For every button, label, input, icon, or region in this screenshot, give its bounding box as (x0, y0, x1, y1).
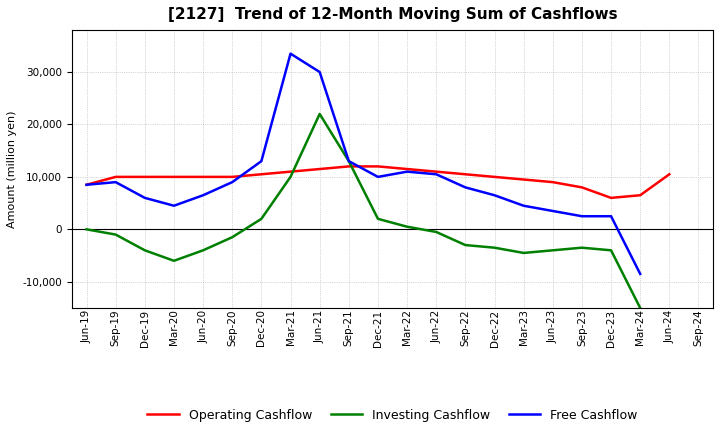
Operating Cashflow (665, 172, 674, 177)
Free Cashflow (432, 172, 441, 177)
Free Cashflow (577, 213, 586, 219)
Investing Cashflow (140, 248, 149, 253)
Operating Cashflow (577, 185, 586, 190)
Free Cashflow (170, 203, 179, 209)
Investing Cashflow (519, 250, 528, 256)
Free Cashflow (315, 70, 324, 75)
Free Cashflow (112, 180, 120, 185)
Operating Cashflow (344, 164, 353, 169)
Investing Cashflow (228, 235, 237, 240)
Free Cashflow (82, 182, 91, 187)
Free Cashflow (490, 193, 499, 198)
Line: Free Cashflow: Free Cashflow (86, 54, 640, 274)
Y-axis label: Amount (million yen): Amount (million yen) (7, 110, 17, 228)
Operating Cashflow (636, 193, 644, 198)
Investing Cashflow (170, 258, 179, 264)
Investing Cashflow (199, 248, 207, 253)
Operating Cashflow (315, 166, 324, 172)
Free Cashflow (140, 195, 149, 201)
Investing Cashflow (636, 305, 644, 311)
Free Cashflow (257, 158, 266, 164)
Line: Investing Cashflow: Investing Cashflow (86, 114, 640, 308)
Operating Cashflow (607, 195, 616, 201)
Operating Cashflow (112, 174, 120, 180)
Operating Cashflow (402, 166, 411, 172)
Operating Cashflow (287, 169, 295, 174)
Investing Cashflow (432, 229, 441, 235)
Investing Cashflow (577, 245, 586, 250)
Investing Cashflow (607, 248, 616, 253)
Operating Cashflow (140, 174, 149, 180)
Free Cashflow (461, 185, 469, 190)
Legend: Operating Cashflow, Investing Cashflow, Free Cashflow: Operating Cashflow, Investing Cashflow, … (143, 404, 642, 427)
Free Cashflow (228, 180, 237, 185)
Line: Operating Cashflow: Operating Cashflow (86, 166, 670, 198)
Investing Cashflow (344, 158, 353, 164)
Free Cashflow (549, 209, 557, 214)
Operating Cashflow (228, 174, 237, 180)
Investing Cashflow (549, 248, 557, 253)
Investing Cashflow (402, 224, 411, 229)
Investing Cashflow (82, 227, 91, 232)
Free Cashflow (519, 203, 528, 209)
Operating Cashflow (519, 177, 528, 182)
Investing Cashflow (461, 242, 469, 248)
Operating Cashflow (82, 182, 91, 187)
Operating Cashflow (199, 174, 207, 180)
Investing Cashflow (112, 232, 120, 237)
Investing Cashflow (257, 216, 266, 221)
Free Cashflow (636, 271, 644, 277)
Operating Cashflow (170, 174, 179, 180)
Operating Cashflow (374, 164, 382, 169)
Investing Cashflow (374, 216, 382, 221)
Title: [2127]  Trend of 12-Month Moving Sum of Cashflows: [2127] Trend of 12-Month Moving Sum of C… (168, 7, 617, 22)
Free Cashflow (344, 158, 353, 164)
Operating Cashflow (461, 172, 469, 177)
Free Cashflow (199, 193, 207, 198)
Operating Cashflow (432, 169, 441, 174)
Free Cashflow (607, 213, 616, 219)
Free Cashflow (287, 51, 295, 56)
Operating Cashflow (549, 180, 557, 185)
Investing Cashflow (315, 111, 324, 117)
Free Cashflow (402, 169, 411, 174)
Operating Cashflow (490, 174, 499, 180)
Investing Cashflow (490, 245, 499, 250)
Operating Cashflow (257, 172, 266, 177)
Investing Cashflow (287, 174, 295, 180)
Free Cashflow (374, 174, 382, 180)
